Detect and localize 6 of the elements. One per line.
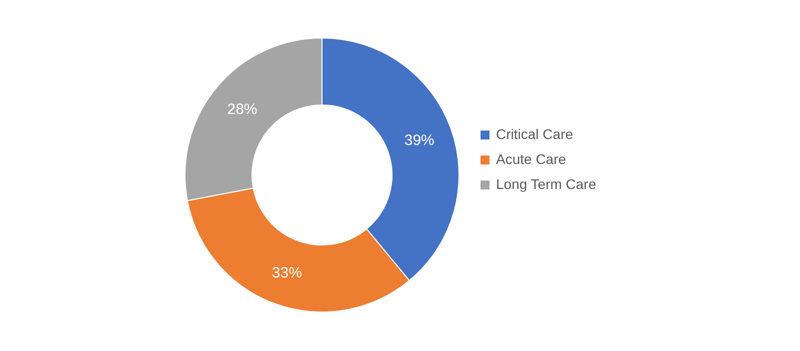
data-label: 39% (404, 132, 434, 149)
data-label: 33% (272, 264, 302, 282)
legend-label: Acute Care (496, 151, 566, 167)
legend-label: Critical Care (496, 126, 574, 142)
legend-label: Long Term Care (496, 176, 596, 192)
data-label: 28% (227, 101, 258, 118)
